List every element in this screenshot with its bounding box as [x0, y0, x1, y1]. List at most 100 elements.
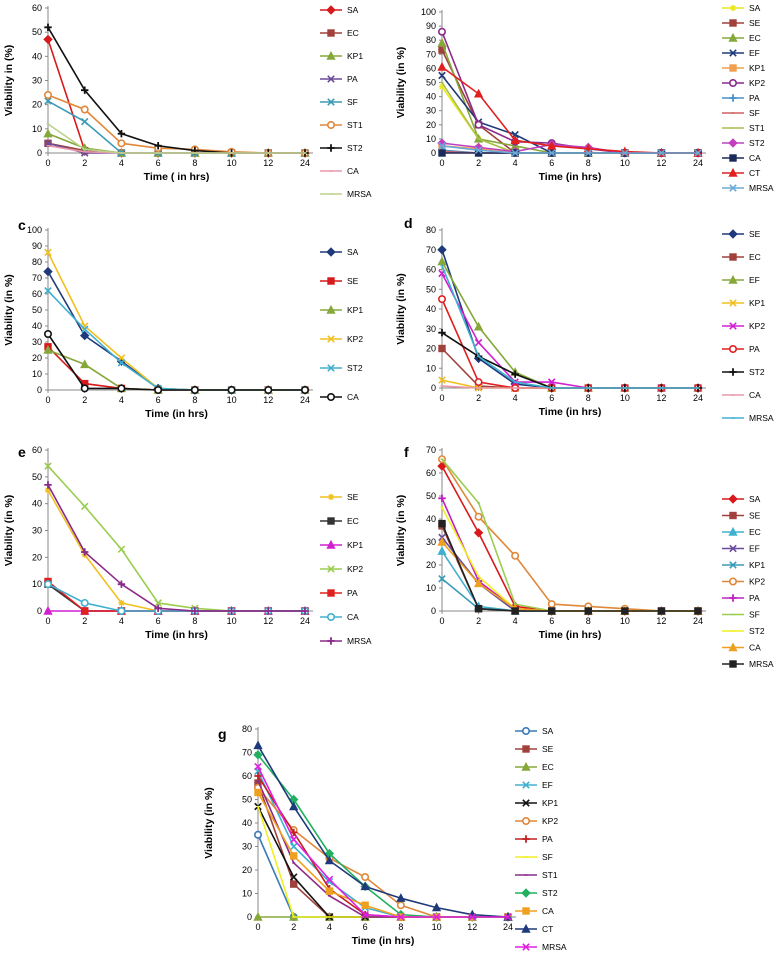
data-point: [44, 23, 52, 32]
x-tick-label: 24: [503, 922, 513, 932]
data-point: [254, 788, 262, 797]
legend-marker: [326, 613, 335, 622]
legend-item: CA: [722, 642, 761, 653]
legend-label: CT: [749, 168, 760, 178]
x-tick-label: 6: [156, 158, 161, 168]
legend-marker: [327, 637, 335, 645]
data-point: [437, 245, 447, 255]
data-point: [289, 842, 298, 851]
x-tick-label: 6: [363, 922, 368, 932]
series-line: [441, 507, 698, 612]
legend-label: ST2: [749, 626, 765, 636]
data-point: [437, 546, 447, 555]
series-pa: [438, 494, 702, 615]
series-line: [441, 523, 698, 612]
x-tick-label: 24: [300, 616, 310, 626]
x-tick-label: 6: [549, 393, 554, 403]
legend-label: CA: [749, 643, 761, 653]
y-tick-label: 10: [32, 369, 42, 379]
legend-label: KP2: [542, 816, 558, 826]
legend-label: EC: [347, 516, 359, 526]
legend-item: SE: [320, 276, 359, 286]
data-point: [117, 139, 126, 148]
legend-label: KP1: [749, 63, 765, 73]
x-axis-label: Time (in hrs): [539, 629, 602, 641]
legend-marker: [729, 184, 737, 192]
x-tick-label: 12: [263, 616, 273, 626]
legend-label: MRSA: [749, 659, 774, 669]
series-line: [47, 39, 305, 154]
legend-item: KP2: [722, 577, 765, 587]
legend-item: CA: [320, 612, 359, 622]
legend-item: CA: [515, 906, 554, 916]
legend-item: EC: [722, 252, 761, 262]
series-sa: [437, 461, 703, 616]
legend-label: SE: [749, 229, 761, 239]
y-tick-label: 0: [431, 148, 436, 158]
y-tick-label: 0: [247, 912, 252, 922]
legend-label: PA: [749, 93, 760, 103]
legend-label: MRSA: [347, 636, 372, 646]
legend-marker: [729, 299, 737, 307]
legend-item: PA: [722, 344, 760, 354]
y-tick-label: 20: [242, 865, 252, 875]
legend-label: SF: [749, 108, 760, 118]
data-point: [504, 913, 512, 921]
data-point: [621, 607, 629, 615]
legend-marker: [327, 565, 335, 573]
legend-label: KP2: [749, 78, 765, 88]
x-tick-label: 8: [192, 158, 197, 168]
data-point: [437, 256, 447, 266]
data-point: [117, 607, 126, 616]
series-ef: [437, 256, 703, 392]
series-st2: [44, 287, 309, 394]
data-point: [325, 887, 334, 895]
series-ef: [254, 767, 512, 921]
series-sa: [43, 34, 310, 158]
x-tick-label: 10: [227, 158, 237, 168]
y-tick-label: 30: [242, 842, 252, 852]
x-tick-label: 12: [656, 393, 666, 403]
data-point: [474, 146, 483, 154]
legend-item: SA: [320, 5, 359, 15]
y-tick-label: 80: [242, 724, 252, 734]
data-point: [511, 551, 520, 560]
legend-marker: [521, 888, 531, 898]
legend-item: KP1: [320, 304, 363, 315]
data-point: [190, 386, 199, 395]
x-tick-label: 24: [693, 393, 703, 403]
data-point: [289, 835, 298, 844]
legend-item: KP2: [722, 78, 765, 88]
legend-item: EF: [722, 544, 760, 554]
data-point: [473, 321, 484, 331]
y-tick-label: 10: [426, 134, 436, 144]
data-point: [474, 378, 483, 387]
legend-label: ST1: [347, 120, 363, 130]
legend-label: SE: [542, 744, 554, 754]
series-mrsa: [44, 481, 309, 615]
x-tick-label: 6: [549, 158, 554, 168]
y-tick-label: 60: [32, 3, 42, 13]
legend-label: EF: [749, 48, 760, 58]
data-point: [474, 512, 483, 521]
legend-item: CA: [320, 166, 359, 176]
legend-label: SA: [347, 247, 359, 257]
y-tick-label: 40: [32, 51, 42, 61]
legend-item: MRSA: [722, 183, 774, 193]
x-tick-label: 10: [227, 616, 237, 626]
legend-marker: [729, 94, 737, 102]
legend-label: SA: [542, 726, 554, 736]
legend-marker: [327, 277, 335, 285]
data-point: [81, 548, 89, 556]
x-axis-label: Time (in hrs): [352, 935, 415, 947]
x-tick-label: 6: [549, 616, 554, 626]
y-axis-label: Viability (in %): [395, 273, 407, 345]
legend-item: MRSA: [722, 659, 774, 669]
data-point: [44, 462, 52, 470]
series-line: [441, 265, 698, 389]
series-se: [437, 245, 703, 393]
y-tick-label: 10: [426, 583, 436, 593]
